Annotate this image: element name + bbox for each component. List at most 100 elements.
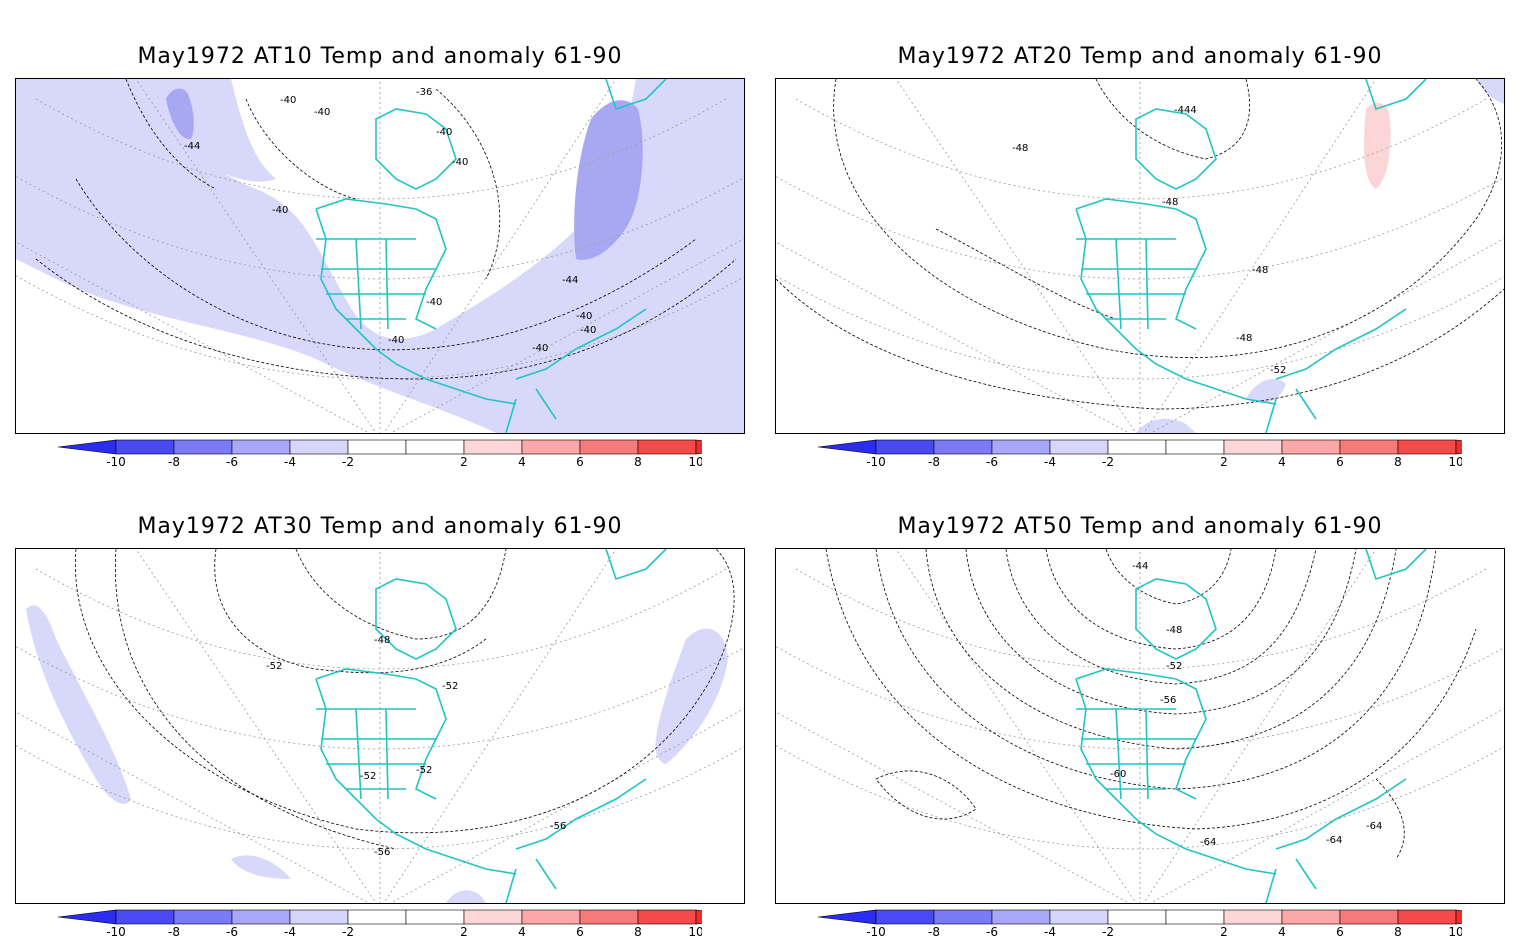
contours	[74, 549, 735, 850]
contour-label: -44	[1132, 561, 1148, 572]
colorbar-segment	[1049, 909, 1109, 925]
colorbar-segment	[1223, 439, 1283, 455]
colorbar-tick-label: -2	[1102, 925, 1114, 939]
contour-label: -52	[442, 681, 458, 692]
colorbar-segment	[115, 439, 175, 455]
colorbar-tick-label: 10	[688, 455, 702, 469]
contour-label: -40	[426, 297, 442, 308]
colorbar-arrow-left	[58, 439, 117, 455]
colorbar-tick-label: -6	[226, 455, 238, 469]
colorbar-tick-label: -6	[986, 925, 998, 939]
colorbar-segment	[289, 439, 349, 455]
anomaly-shading	[1136, 79, 1504, 433]
map-at30: -48 -52 -52 -52 -52 -56 -56	[15, 548, 745, 904]
colorbar-segment	[173, 439, 233, 455]
colorbar-tick-label: -10	[106, 925, 126, 939]
coastlines	[1075, 79, 1427, 433]
contour-labels: -48 -52 -52 -52 -52 -56 -56	[266, 635, 566, 858]
contour-label: -40	[452, 157, 468, 168]
colorbar-segment	[463, 909, 523, 925]
map-at10: -36 -40 -40 -40 -40 -40 -44 -40 -40 -40 …	[15, 78, 745, 434]
colorbar-segment	[1397, 909, 1457, 925]
colorbar-segment	[347, 439, 407, 455]
colorbar: -10 -8 -6 -4 -2 2 4 6 8 10	[818, 438, 1462, 470]
colorbar-arrow-left	[818, 909, 877, 925]
colorbar-segment	[521, 439, 581, 455]
contour-label: -52	[266, 661, 282, 672]
contour-label: -40	[314, 107, 330, 118]
graticule	[776, 549, 1504, 903]
contour-label: -56	[550, 821, 566, 832]
contour-label: -56	[1160, 695, 1176, 706]
colorbar-segment	[173, 909, 233, 925]
colorbar-tick-label: -4	[1044, 925, 1056, 939]
contour-labels: -44 -48 -52 -56 -60 -64 -64 -64	[1110, 561, 1382, 848]
colorbar-tick-label: -2	[1102, 455, 1114, 469]
contour-label: -44	[562, 275, 578, 286]
coastlines	[1075, 549, 1427, 903]
contour-label: -60	[1110, 769, 1126, 780]
colorbar-tick-label: -10	[866, 925, 886, 939]
contour-labels: -36 -40 -40 -40 -40 -40 -44 -40 -40 -40 …	[184, 87, 596, 354]
contour-label: -64	[1366, 821, 1382, 832]
contours	[776, 79, 1504, 410]
panel-title: May1972 AT50 Temp and anomaly 61-90	[897, 514, 1383, 539]
colorbar-tick-label: -8	[168, 455, 180, 469]
colorbar-segment	[579, 439, 639, 455]
colorbar-tick-label: -6	[226, 925, 238, 939]
colorbar-tick-label: 2	[460, 455, 468, 469]
colorbar-arrow-left	[58, 909, 117, 925]
anomaly-shading	[16, 79, 744, 433]
colorbar-segment	[231, 439, 291, 455]
colorbar-tick-label: 10	[688, 925, 702, 939]
panel-at20: May1972 AT20 Temp and anomaly 61-90	[760, 0, 1520, 470]
colorbar-tick-label: 6	[576, 925, 584, 939]
contour-label: -40	[280, 95, 296, 106]
contour-label: -444	[1174, 105, 1197, 116]
contour-labels: -444 -48 -48 -48 -48 -52	[1012, 105, 1286, 376]
colorbar-arrow-right	[1455, 909, 1462, 925]
colorbar-segment	[1049, 439, 1109, 455]
contour-label: -40	[272, 205, 288, 216]
colorbar-tick-label: -4	[284, 455, 296, 469]
contour-label: -40	[532, 343, 548, 354]
colorbar-segment	[1223, 909, 1283, 925]
contour-label: -40	[388, 335, 404, 346]
colorbar-segment	[405, 439, 465, 455]
contour-label: -48	[1236, 333, 1252, 344]
colorbar-segment	[637, 909, 697, 925]
panel-title: May1972 AT10 Temp and anomaly 61-90	[137, 44, 623, 69]
colorbar-segment	[1107, 439, 1167, 455]
colorbar-arrow-left	[818, 439, 877, 455]
contour-label: -56	[374, 847, 390, 858]
contours	[35, 79, 737, 380]
colorbar-segment	[1281, 439, 1341, 455]
colorbar-tick-label: -8	[928, 455, 940, 469]
colorbar-segment	[289, 909, 349, 925]
colorbar-tick-label: 4	[518, 455, 526, 469]
graticule	[16, 79, 744, 433]
colorbar-segment	[637, 439, 697, 455]
colorbar-segment	[933, 439, 993, 455]
panel-at50: May1972 AT50 Temp and anomaly 61-90	[760, 470, 1520, 940]
colorbar-segment	[405, 909, 465, 925]
coastlines	[315, 549, 667, 903]
contour-label: -40	[580, 325, 596, 336]
contour-label: -52	[1270, 365, 1286, 376]
colorbar-segment	[875, 909, 935, 925]
colorbar-tick-label: 4	[518, 925, 526, 939]
contour-label: -52	[1166, 661, 1182, 672]
contour-label: -48	[1166, 625, 1182, 636]
colorbar-segment	[347, 909, 407, 925]
colorbar-segment	[1397, 439, 1457, 455]
panel-at10: May1972 AT10 Temp and anomaly 61-90	[0, 0, 760, 470]
panel-at30: May1972 AT30 Temp and anomaly 61-90	[0, 470, 760, 940]
map-at50: -44 -48 -52 -56 -60 -64 -64 -64	[775, 548, 1505, 904]
colorbar-segment	[1165, 439, 1225, 455]
colorbar-tick-label: 6	[576, 455, 584, 469]
colorbar-tick-label: 8	[1394, 925, 1402, 939]
contour-label: -36	[416, 87, 432, 98]
colorbar-tick-label: 10	[1448, 925, 1462, 939]
colorbar-segment	[463, 439, 523, 455]
colorbar-arrow-right	[1455, 439, 1462, 455]
